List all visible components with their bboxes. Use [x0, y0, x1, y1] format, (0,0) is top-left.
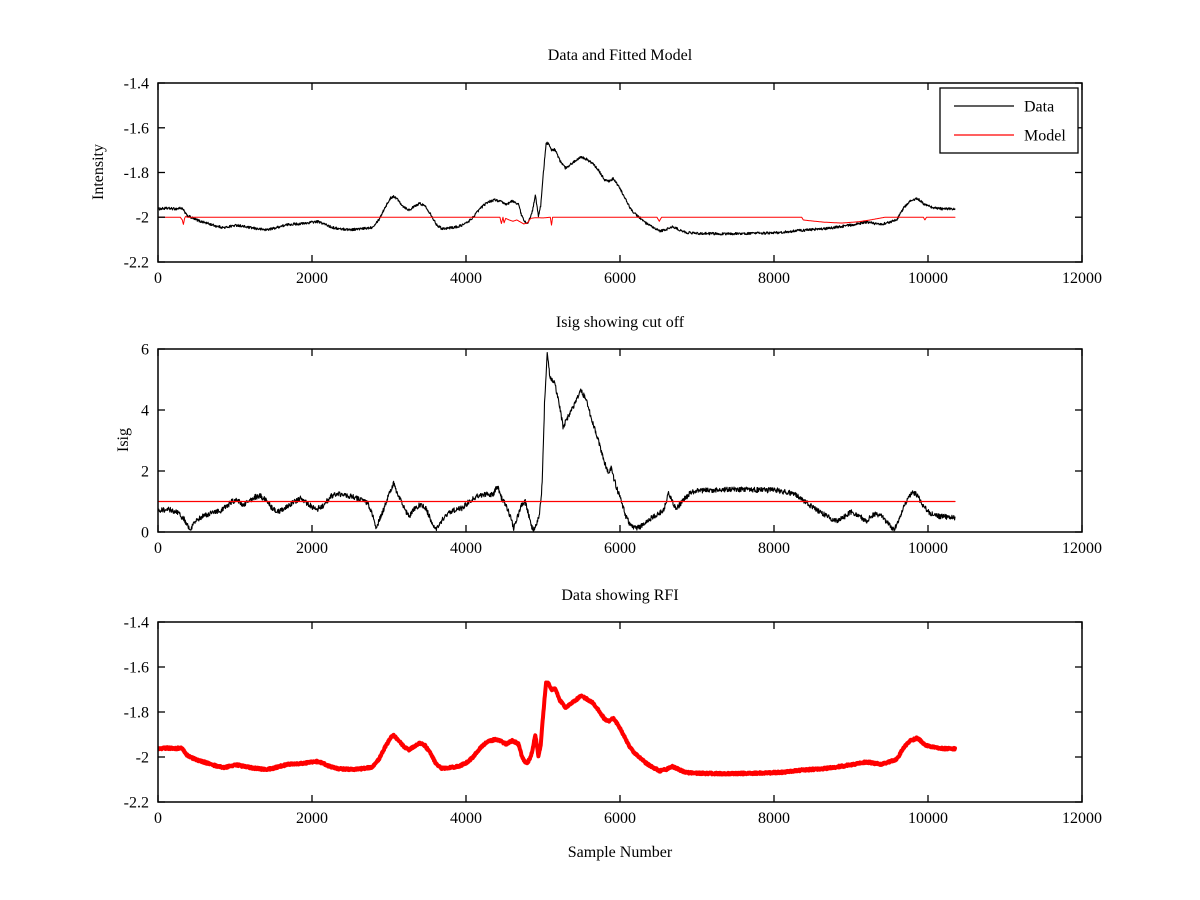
y-tick-label: -1.6 [124, 120, 149, 137]
y-tick-label: -2.2 [124, 255, 149, 272]
y-tick-label: -1.6 [124, 660, 149, 677]
x-tick-label: 0 [154, 810, 162, 827]
x-tick-label: 6000 [604, 540, 636, 557]
series-line-data [158, 141, 956, 236]
x-tick-label: 10000 [908, 270, 948, 287]
x-tick-label: 12000 [1062, 540, 1102, 557]
x-tick-label: 10000 [908, 810, 948, 827]
y-tick-label: -2.2 [124, 795, 149, 812]
y-tick-label: -1.4 [124, 76, 149, 93]
y-tick-label: -2 [136, 750, 149, 767]
x-tick-label: 4000 [450, 540, 482, 557]
x-tick-label: 8000 [758, 810, 790, 827]
x-tick-label: 2000 [296, 270, 328, 287]
legend-label-data: Data [1024, 99, 1054, 116]
x-tick-label: 4000 [450, 810, 482, 827]
chart-data-showing-rfi: 0 2000 4000 6000 8000 10000 12000 -2.2 -2 -1.8 -1.… [124, 615, 1102, 828]
axes-box [157, 621, 1083, 803]
x-tick-label: 8000 [758, 540, 790, 557]
y-tick-label: 6 [141, 342, 149, 359]
series-line-model [158, 215, 956, 226]
y-tick-label: -1.8 [124, 705, 149, 722]
x-tick-label: 2000 [296, 540, 328, 557]
x-tick-label: 12000 [1062, 810, 1102, 827]
x-tick-label: 6000 [604, 810, 636, 827]
legend-box [939, 87, 1079, 154]
chart-1-title: Data and Fitted Model [547, 47, 693, 64]
x-tick-label: 10000 [908, 540, 948, 557]
x-tick-label: 4000 [450, 270, 482, 287]
x-tick-label: 8000 [758, 270, 790, 287]
chart-3-title: Data showing RFI [561, 587, 679, 604]
x-tick-label: 12000 [1062, 270, 1102, 287]
x-tick-label: 0 [154, 540, 162, 557]
chart-2-title: Isig showing cut off [555, 314, 685, 331]
chart-2-y-axis-label: Isig [115, 428, 132, 452]
y-tick-label: -1.8 [124, 165, 149, 182]
chart-isig-cutoff: 0 2000 4000 6000 8000 10000 12000 0 2 4 6 [141, 342, 1102, 558]
legend-label-model: Model [1024, 128, 1066, 145]
y-tick-label: -1.4 [124, 615, 149, 632]
x-tick-label: 2000 [296, 810, 328, 827]
chart-3-x-axis-label: Sample Number [567, 844, 673, 861]
axes-box [157, 348, 1083, 533]
y-tick-label: -2 [136, 210, 149, 227]
chart-1-y-axis-label: Intensity [90, 144, 107, 200]
y-tick-label: 0 [141, 525, 149, 542]
x-tick-label: 0 [154, 270, 162, 287]
y-tick-label: 2 [141, 464, 149, 481]
series-line-data-with-rfi [158, 680, 957, 777]
series-line-isig [158, 351, 956, 532]
y-tick-label: 4 [141, 403, 149, 420]
chart-data-and-fitted-model: 0 2000 4000 6000 8000 10000 12000 -2.2 -2 -1.8 -1.… [124, 76, 1102, 288]
x-tick-label: 6000 [604, 270, 636, 287]
